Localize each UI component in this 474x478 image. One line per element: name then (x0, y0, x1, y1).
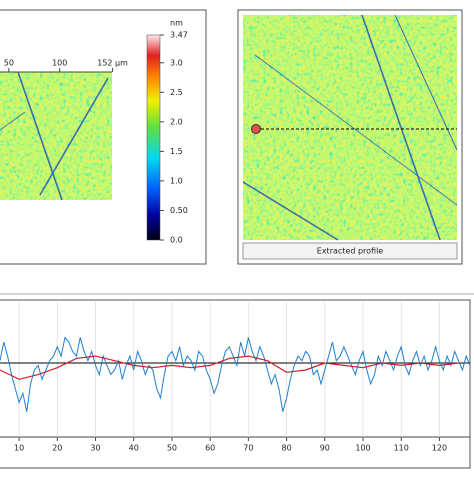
x-tick-label: 20 (52, 444, 62, 453)
surface-map-full (243, 15, 457, 240)
colorbar-tick-label: 3.0 (170, 58, 183, 67)
x-tick-label: 80 (281, 444, 291, 453)
colorbar-tick-label: 0.50 (170, 206, 188, 215)
colorbar-tick-label: 1.0 (170, 176, 183, 185)
x-tick-label: 70 (243, 444, 253, 453)
x-tick-label: 120 (432, 444, 447, 453)
x-tick-label: 100 (52, 59, 67, 68)
scratches (0, 71, 109, 201)
x-tick-label: 90 (320, 444, 330, 453)
colorbar-tick-label: 2.5 (170, 88, 183, 97)
extracted-profile-button[interactable] (242, 242, 458, 260)
x-tick-label: 50 (167, 444, 177, 453)
scratches (242, 14, 458, 241)
x-tick-label: 100 (355, 444, 370, 453)
x-tick-label: 110 (394, 444, 409, 453)
surface-map (0, 72, 112, 200)
x-tick-label: 40 (129, 444, 139, 453)
profile-line (0, 336, 471, 412)
profile-panel (0, 299, 471, 469)
colorbar-tick-label: 2.0 (170, 117, 183, 126)
profile-line (0, 355, 459, 380)
x-tick-label: 152 µm (97, 59, 128, 68)
colorbar-tick-label: 0.0 (170, 236, 183, 245)
colorbar (146, 34, 161, 241)
colorbar-tick-label: 1.5 (170, 147, 183, 156)
profile-handle[interactable] (251, 124, 261, 134)
x-tick-label: 10 (14, 444, 24, 453)
x-tick-label: 60 (205, 444, 215, 453)
button-label[interactable]: Extracted profile (317, 247, 384, 256)
colorbar-tick-label: 3.47 (170, 31, 188, 40)
colorbar-unit: nm (170, 19, 183, 28)
x-tick-label: 50 (4, 59, 14, 68)
x-tick-label: 30 (90, 444, 100, 453)
